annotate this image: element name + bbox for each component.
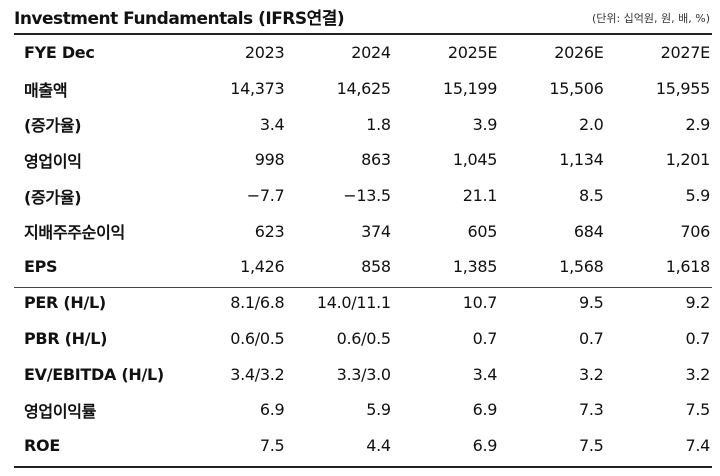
table-row: 영업이익 998 863 1,045 1,134 1,201 — [14, 142, 712, 178]
table-cell: 1,568 — [559, 257, 604, 277]
top-rule — [14, 33, 712, 35]
table-cell: 14.0/11.1 — [316, 293, 391, 313]
table-cell: 0.7 — [579, 328, 604, 348]
table-title: Investment Fundamentals (IFRS연결) — [14, 9, 345, 29]
row-label: EPS — [24, 257, 58, 277]
table-cell: 374 — [361, 221, 391, 241]
table-cell: 863 — [361, 150, 391, 170]
table-cell: 998 — [254, 150, 285, 170]
row-label: (증가율) — [24, 116, 82, 136]
table-cell: 4.4 — [366, 435, 391, 455]
table-cell: 0.7 — [472, 328, 498, 348]
table-cell: 1,201 — [665, 150, 711, 170]
table-header: Investment Fundamentals (IFRS연결) (단위: 십억… — [14, 4, 712, 32]
row-label: EV/EBITDA (H/L) — [24, 364, 164, 384]
table-cell: 6.9 — [259, 400, 285, 420]
table-cell: 1,385 — [452, 257, 498, 277]
table-cell: 0.6/0.5 — [336, 328, 391, 348]
bottom-rule — [14, 466, 712, 468]
table-cell: 858 — [361, 257, 391, 277]
table-cell: 9.5 — [579, 293, 604, 313]
table-cell: 7.4 — [685, 435, 710, 455]
table-cell: 6.9 — [472, 435, 498, 455]
section-divider — [14, 287, 712, 288]
table-cell: 1.8 — [366, 114, 391, 134]
table-cell: −7.7 — [246, 186, 285, 206]
row-label: 영업이익 — [24, 151, 82, 171]
row-label: 영업이익률 — [24, 401, 97, 421]
fundamentals-table: FYE Dec 2023 2024 2025E 2026E 2027E 매출액 1… — [14, 35, 712, 463]
table-cell: 15,506 — [549, 79, 604, 99]
column-header-row: FYE Dec 2023 2024 2025E 2026E 2027E — [14, 35, 712, 71]
table-row: (증가율) −7.7 −13.5 21.1 8.5 5.9 — [14, 178, 712, 214]
table-cell: 3.9 — [472, 114, 498, 134]
table-cell: 5.9 — [366, 400, 391, 420]
table-cell: −13.5 — [343, 186, 391, 206]
column-header-year: 2023 — [244, 43, 285, 63]
table-cell: 605 — [467, 221, 498, 241]
column-header-label: FYE Dec — [24, 43, 95, 63]
table-cell: 623 — [254, 221, 285, 241]
table-cell: 3.2 — [579, 364, 604, 384]
table-cell: 7.5 — [259, 435, 285, 455]
table-cell: 8.1/6.8 — [230, 293, 285, 313]
table-row: (증가율) 3.4 1.8 3.9 2.0 2.9 — [14, 106, 712, 142]
table-cell: 7.5 — [579, 435, 604, 455]
column-header-year: 2026E — [554, 43, 604, 63]
unit-note: (단위: 십억원, 원, 배, %) — [591, 12, 710, 25]
table-row: PBR (H/L) 0.6/0.5 0.6/0.5 0.7 0.7 0.7 — [14, 321, 712, 357]
table-cell: 5.9 — [685, 186, 710, 206]
table-cell: 706 — [680, 221, 710, 241]
column-header-year: 2024 — [351, 43, 391, 63]
row-label: 매출액 — [24, 80, 68, 100]
table-cell: 3.3/3.0 — [336, 364, 391, 384]
table-cell: 9.2 — [685, 293, 710, 313]
table-cell: 15,199 — [442, 79, 498, 99]
row-label: (증가율) — [24, 187, 82, 207]
column-header-year: 2027E — [660, 43, 711, 63]
table-cell: 14,625 — [336, 79, 391, 99]
table-row: EV/EBITDA (H/L) 3.4/3.2 3.3/3.0 3.4 3.2 3.2 — [14, 356, 712, 392]
table-body: FYE Dec 2023 2024 2025E 2026E 2027E 매출액 1… — [14, 35, 712, 463]
table-cell: 10.7 — [462, 293, 498, 313]
row-label: PER (H/L) — [24, 293, 106, 313]
table-cell: 1,426 — [240, 257, 285, 277]
table-cell: 684 — [573, 221, 604, 241]
table-row: EPS 1,426 858 1,385 1,568 1,618 — [14, 249, 712, 285]
table-cell: 8.5 — [579, 186, 604, 206]
table-cell: 3.4/3.2 — [230, 364, 285, 384]
column-header-year: 2025E — [447, 43, 498, 63]
table-cell: 1,045 — [452, 150, 498, 170]
table-cell: 7.5 — [685, 400, 710, 420]
table-cell: 3.2 — [685, 364, 710, 384]
table-cell: 21.1 — [462, 186, 498, 206]
table-row: 매출액 14,373 14,625 15,199 15,506 15,955 — [14, 71, 712, 107]
table-cell: 1,134 — [559, 150, 604, 170]
table-cell: 6.9 — [472, 400, 498, 420]
table-cell: 3.4 — [259, 114, 285, 134]
table-cell: 14,373 — [230, 79, 285, 99]
table-cell: 15,955 — [655, 79, 710, 99]
table-cell: 7.3 — [579, 400, 604, 420]
row-label: ROE — [24, 435, 60, 455]
table-cell: 3.4 — [472, 364, 498, 384]
table-cell: 2.0 — [579, 114, 604, 134]
table-cell: 1,618 — [665, 257, 711, 277]
table-cell: 2.9 — [685, 114, 710, 134]
table-row: ROE 7.5 4.4 6.9 7.5 7.4 — [14, 428, 712, 464]
row-label: PBR (H/L) — [24, 328, 108, 348]
table-cell: 0.6/0.5 — [230, 328, 285, 348]
row-label: 지배주주순이익 — [24, 223, 125, 243]
table-row: 영업이익률 6.9 5.9 6.9 7.3 7.5 — [14, 392, 712, 428]
table-row: PER (H/L) 8.1/6.8 14.0/11.1 10.7 9.5 9.2 — [14, 285, 712, 321]
table-cell: 0.7 — [685, 328, 710, 348]
table-row: 지배주주순이익 623 374 605 684 706 — [14, 213, 712, 249]
